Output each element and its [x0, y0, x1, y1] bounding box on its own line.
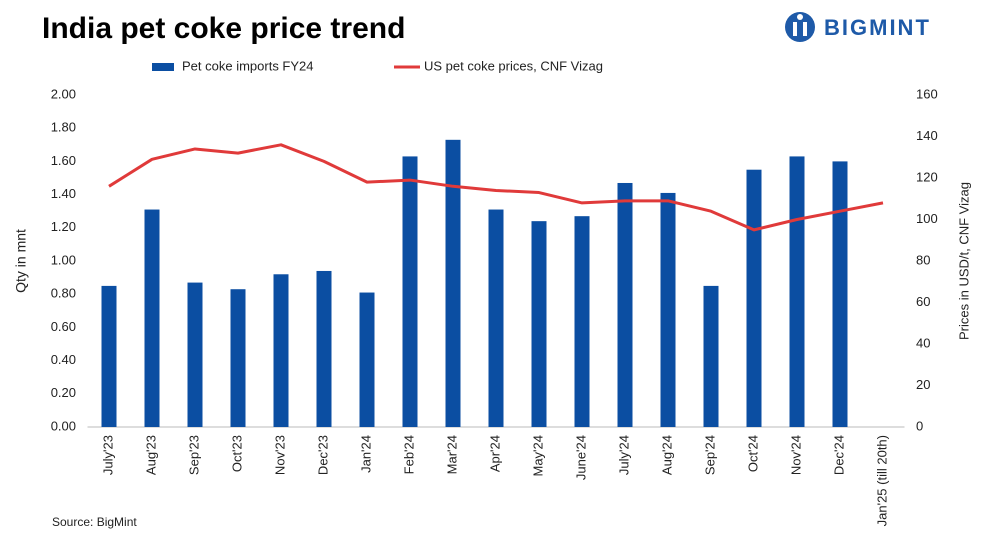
legend-label: Pet coke imports FY24 — [182, 58, 314, 73]
y2-tick-label: 160 — [916, 86, 938, 101]
y2-tick-label: 140 — [916, 128, 938, 143]
x-tick-label: June'24 — [573, 435, 588, 480]
bar — [402, 156, 418, 428]
y-axis-label: Qty in mnt — [13, 229, 29, 293]
x-tick-label: Dec'24 — [831, 435, 846, 475]
x-tick-label: Apr'24 — [487, 435, 502, 472]
bar — [144, 209, 160, 427]
bar — [101, 285, 117, 427]
y-tick-label: 0.40 — [51, 352, 76, 367]
logo-text: BIGMINT — [824, 15, 931, 40]
x-tick-label: Jan'25 (till 20th) — [874, 435, 889, 526]
y2-tick-label: 20 — [916, 377, 930, 392]
x-tick-label: Sep'23 — [186, 435, 201, 475]
bar — [660, 192, 676, 427]
y2-axis-label: Prices in USD/t, CNF Vizag — [956, 182, 971, 340]
y-tick-label: 1.00 — [51, 252, 76, 267]
logo-icon — [785, 12, 815, 42]
x-tick-label: Oct'23 — [229, 435, 244, 472]
x-tick-label: July'23 — [100, 435, 115, 475]
x-tick-label: Sep'24 — [702, 435, 717, 475]
x-tick-label: Mar'24 — [444, 435, 459, 474]
y2-tick-label: 60 — [916, 294, 930, 309]
y-tick-label: 0.20 — [51, 385, 76, 400]
bar — [445, 139, 461, 427]
y-tick-label: 0.00 — [51, 418, 76, 433]
x-tick-label: Oct'24 — [745, 435, 760, 472]
y-tick-label: 1.40 — [51, 186, 76, 201]
bar — [574, 216, 590, 427]
y-tick-label: 0.60 — [51, 319, 76, 334]
y2-tick-label: 120 — [916, 169, 938, 184]
bar — [789, 156, 805, 428]
x-tick-label: Nov'24 — [788, 435, 803, 475]
chart-title: India pet coke price trend — [42, 12, 405, 45]
x-tick-label: Dec'23 — [315, 435, 330, 475]
y-tick-label: 2.00 — [51, 86, 76, 101]
y-tick-label: 1.80 — [51, 120, 76, 135]
x-tick-label: Jan'24 — [358, 435, 373, 473]
y2-tick-label: 100 — [916, 211, 938, 226]
bar — [187, 282, 203, 427]
legend-swatch — [152, 63, 174, 71]
bar — [230, 289, 246, 427]
bar — [617, 182, 633, 427]
bar — [531, 221, 547, 427]
x-tick-label: Aug'24 — [659, 435, 674, 475]
x-tick-label: May'24 — [530, 435, 545, 477]
x-tick-label: Feb'24 — [401, 435, 416, 474]
bar — [832, 161, 848, 427]
y-tick-label: 1.60 — [51, 153, 76, 168]
bar — [746, 169, 762, 427]
y-tick-label: 1.20 — [51, 219, 76, 234]
source: Source: BigMint — [52, 515, 137, 529]
bar — [316, 270, 332, 427]
x-tick-label: Aug'23 — [143, 435, 158, 475]
y2-tick-label: 40 — [916, 335, 930, 350]
y2-tick-label: 0 — [916, 418, 923, 433]
x-tick-label: Nov'23 — [272, 435, 287, 475]
y-tick-label: 0.80 — [51, 286, 76, 301]
bar — [273, 274, 289, 427]
legend-label: US pet coke prices, CNF Vizag — [424, 58, 603, 73]
x-tick-label: July'24 — [616, 435, 631, 475]
line — [108, 143, 884, 232]
y2-tick-label: 80 — [916, 252, 930, 267]
bar — [488, 209, 504, 427]
bar — [359, 292, 375, 427]
bar — [703, 285, 719, 427]
